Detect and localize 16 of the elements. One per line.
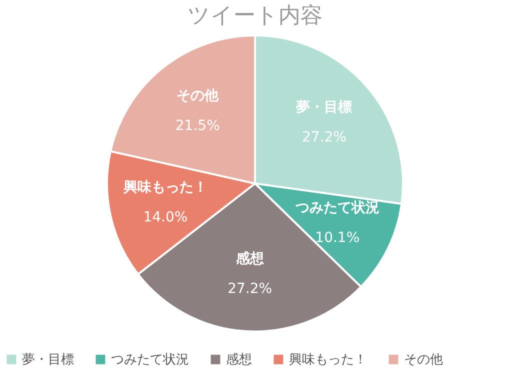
legend-label: 興味もった！ [289, 352, 367, 368]
data-label: 27.2% [302, 129, 346, 146]
legend-label: その他 [404, 352, 443, 368]
legend-label: 感想 [226, 352, 252, 368]
slice-label: その他 [176, 88, 220, 104]
slice-label: つみたて状況 [294, 200, 380, 216]
slice-label: 興味もった！ [122, 180, 208, 196]
data-label: 14.0% [143, 210, 188, 226]
legend-label: つみたて状況 [111, 352, 189, 368]
data-label: 27.2% [228, 281, 272, 298]
chart-title: ツイート内容 [188, 4, 322, 28]
data-label: 10.1% [315, 230, 360, 246]
slice-label: 感想 [234, 251, 265, 268]
data-label: 21.5% [175, 118, 220, 134]
legend-label: 夢・目標 [22, 352, 74, 368]
slice-label: 夢・目標 [296, 99, 352, 116]
